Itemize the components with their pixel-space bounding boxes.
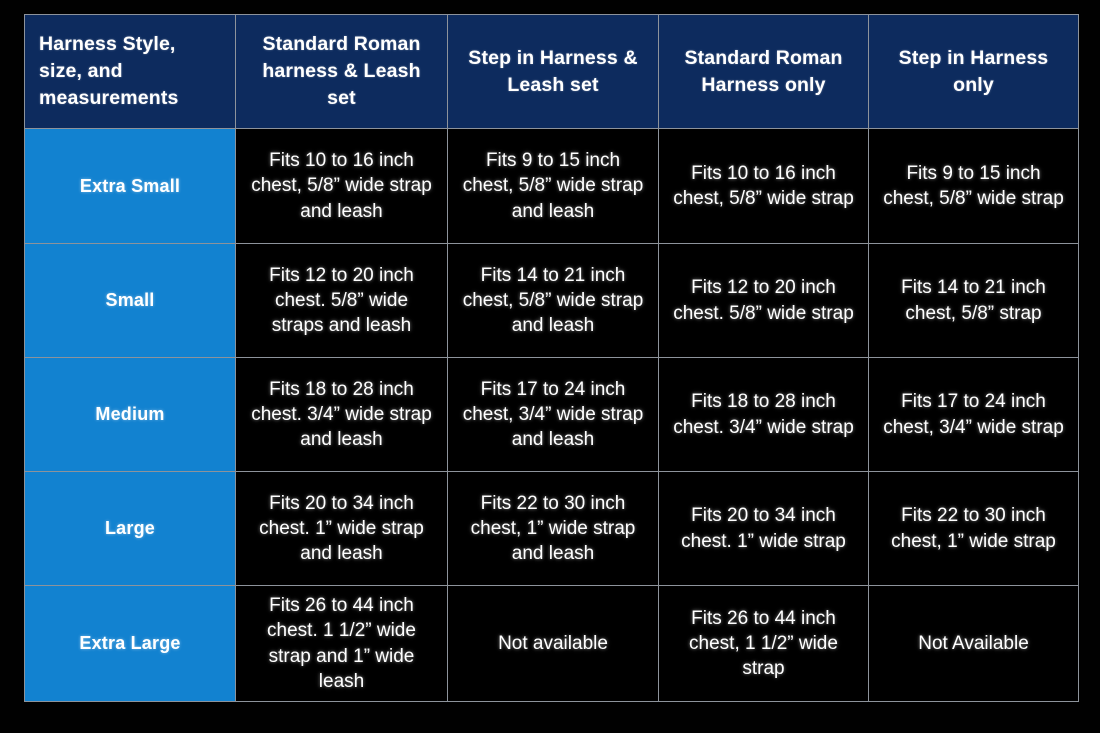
size-label-large: Large: [24, 471, 236, 586]
cell-small-standard-roman-set: Fits 12 to 20 inch chest. 5/8” wide stra…: [235, 243, 448, 358]
column-header-step-in-harness-leash-set: Step in Harness & Leash set: [447, 14, 659, 129]
column-header-standard-roman-harness-leash-set: Standard Roman harness & Leash set: [235, 14, 448, 129]
table-row: Medium Fits 18 to 28 inch chest. 3/4” wi…: [24, 357, 1079, 472]
size-label-medium: Medium: [24, 357, 236, 472]
cell-extra-small-step-in-only: Fits 9 to 15 inch chest, 5/8” wide strap: [868, 128, 1079, 244]
column-header-step-in-harness-only: Step in Harness only: [868, 14, 1079, 129]
size-label-extra-large: Extra Large: [24, 585, 236, 702]
cell-medium-step-in-only: Fits 17 to 24 inch chest, 3/4” wide stra…: [868, 357, 1079, 472]
cell-extra-large-standard-roman-set: Fits 26 to 44 inch chest. 1 1/2” wide st…: [235, 585, 448, 702]
table-row: Extra Large Fits 26 to 44 inch chest. 1 …: [24, 585, 1079, 702]
cell-large-standard-roman-set: Fits 20 to 34 inch chest. 1” wide strap …: [235, 471, 448, 586]
cell-extra-large-step-in-only: Not Available: [868, 585, 1079, 702]
cell-small-step-in-set: Fits 14 to 21 inch chest, 5/8” wide stra…: [447, 243, 659, 358]
cell-extra-large-step-in-set: Not available: [447, 585, 659, 702]
cell-medium-step-in-set: Fits 17 to 24 inch chest, 3/4” wide stra…: [447, 357, 659, 472]
cell-extra-large-standard-roman-only: Fits 26 to 44 inch chest, 1 1/2” wide st…: [658, 585, 869, 702]
cell-extra-small-standard-roman-only: Fits 10 to 16 inch chest, 5/8” wide stra…: [658, 128, 869, 244]
cell-extra-small-step-in-set: Fits 9 to 15 inch chest, 5/8” wide strap…: [447, 128, 659, 244]
size-label-small: Small: [24, 243, 236, 358]
size-label-extra-small: Extra Small: [24, 128, 236, 244]
cell-large-step-in-only: Fits 22 to 30 inch chest, 1” wide strap: [868, 471, 1079, 586]
cell-extra-small-standard-roman-set: Fits 10 to 16 inch chest, 5/8” wide stra…: [235, 128, 448, 244]
cell-small-standard-roman-only: Fits 12 to 20 inch chest. 5/8” wide stra…: [658, 243, 869, 358]
column-header-harness-style: Harness Style, size, and measurements: [24, 14, 236, 129]
cell-medium-standard-roman-set: Fits 18 to 28 inch chest. 3/4” wide stra…: [235, 357, 448, 472]
table-row: Large Fits 20 to 34 inch chest. 1” wide …: [24, 471, 1079, 586]
harness-size-chart-table: Harness Style, size, and measurements St…: [24, 14, 1079, 702]
column-header-standard-roman-harness-only: Standard Roman Harness only: [658, 14, 869, 129]
size-chart-container: Harness Style, size, and measurements St…: [24, 14, 1079, 702]
cell-large-standard-roman-only: Fits 20 to 34 inch chest. 1” wide strap: [658, 471, 869, 586]
cell-small-step-in-only: Fits 14 to 21 inch chest, 5/8” strap: [868, 243, 1079, 358]
table-header-row: Harness Style, size, and measurements St…: [24, 14, 1079, 129]
cell-large-step-in-set: Fits 22 to 30 inch chest, 1” wide strap …: [447, 471, 659, 586]
table-row: Small Fits 12 to 20 inch chest. 5/8” wid…: [24, 243, 1079, 358]
cell-medium-standard-roman-only: Fits 18 to 28 inch chest. 3/4” wide stra…: [658, 357, 869, 472]
table-row: Extra Small Fits 10 to 16 inch chest, 5/…: [24, 128, 1079, 244]
